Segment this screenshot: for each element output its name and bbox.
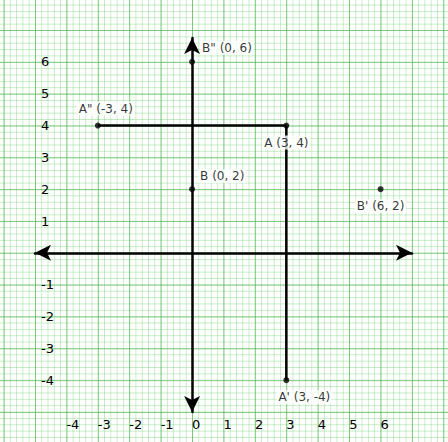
svg-text:2: 2 bbox=[41, 182, 49, 197]
svg-text:3: 3 bbox=[286, 417, 294, 432]
svg-text:-1: -1 bbox=[41, 277, 54, 292]
svg-text:6: 6 bbox=[381, 417, 389, 432]
svg-text:-1: -1 bbox=[161, 417, 174, 432]
svg-text:5: 5 bbox=[41, 86, 49, 101]
svg-text:A (3, 4): A (3, 4) bbox=[264, 136, 308, 150]
svg-text:2: 2 bbox=[255, 417, 263, 432]
svg-text:B" (0, 6): B" (0, 6) bbox=[202, 41, 252, 55]
svg-text:3: 3 bbox=[41, 150, 49, 165]
svg-text:6: 6 bbox=[41, 54, 49, 69]
svg-text:A' (3, -4): A' (3, -4) bbox=[278, 390, 330, 404]
svg-text:-4: -4 bbox=[66, 417, 79, 432]
svg-text:-3: -3 bbox=[41, 341, 54, 356]
svg-text:4: 4 bbox=[41, 118, 49, 133]
svg-text:A" (-3, 4): A" (-3, 4) bbox=[79, 102, 133, 116]
svg-text:-3: -3 bbox=[98, 417, 111, 432]
svg-text:-2: -2 bbox=[129, 417, 142, 432]
svg-text:-4: -4 bbox=[41, 373, 54, 388]
svg-text:1: 1 bbox=[224, 417, 232, 432]
svg-text:4: 4 bbox=[318, 417, 326, 432]
svg-text:B (0, 2): B (0, 2) bbox=[200, 169, 244, 183]
svg-text:5: 5 bbox=[349, 417, 357, 432]
svg-text:0: 0 bbox=[192, 417, 200, 432]
svg-text:B' (6, 2): B' (6, 2) bbox=[357, 199, 405, 213]
svg-text:1: 1 bbox=[41, 214, 49, 229]
svg-text:-2: -2 bbox=[41, 309, 54, 324]
